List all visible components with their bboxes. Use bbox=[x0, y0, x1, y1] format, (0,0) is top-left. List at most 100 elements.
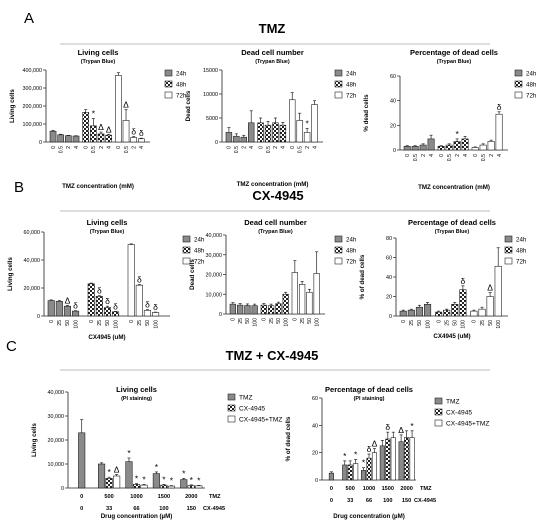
panel-c-title: TMZ + CX-4945 bbox=[226, 348, 319, 363]
x-tick-label: 4 bbox=[281, 146, 287, 149]
x-tick-label: 2 bbox=[242, 146, 248, 149]
bar bbox=[403, 146, 411, 151]
bar bbox=[180, 479, 188, 489]
y-tick-label: 400,000 bbox=[23, 68, 43, 74]
bar bbox=[195, 485, 203, 489]
x-tick-label: 25 bbox=[57, 320, 63, 326]
bar bbox=[105, 478, 113, 489]
x-tick-label: 33 bbox=[106, 506, 112, 512]
x-tick-label: 0 bbox=[330, 486, 333, 492]
legend-label: 72h bbox=[194, 259, 205, 266]
x-tick-label: 4 bbox=[429, 154, 435, 157]
bar bbox=[260, 304, 267, 315]
y-tick-label: 30,000 bbox=[206, 253, 223, 259]
legend-swatch bbox=[334, 235, 343, 243]
x-tick-label: 25 bbox=[137, 320, 143, 326]
x-tick-label: 100 bbox=[383, 498, 392, 504]
x-tick-label: 25 bbox=[97, 320, 103, 326]
bar bbox=[298, 284, 306, 315]
x-tick-label: 0 bbox=[129, 320, 135, 323]
y-tick-label: 300,000 bbox=[23, 86, 43, 92]
legend-label: 48h bbox=[516, 248, 527, 255]
legend-label: 48h bbox=[526, 82, 537, 89]
bar bbox=[140, 484, 148, 489]
x-tick-label: 100 bbox=[425, 320, 431, 329]
y-tick-label: 15000 bbox=[203, 68, 218, 74]
panel-b-title: CX-4945 bbox=[252, 188, 303, 203]
x-tick-label: 50 bbox=[453, 320, 459, 326]
bar bbox=[267, 305, 275, 315]
bar bbox=[264, 124, 272, 143]
x-tick-label: 4 bbox=[249, 146, 255, 149]
chart-a2: 0 5000 10000 15000 Dead cell number (Trypan B… bbox=[185, 48, 357, 188]
chart-subtitle: (Trypan Blue) bbox=[90, 229, 125, 235]
y-tick-label: 30,000 bbox=[48, 414, 65, 420]
chart-subtitle: (Trypan Blue) bbox=[255, 59, 290, 65]
y-tick-label: 20,000 bbox=[48, 438, 65, 444]
bar bbox=[98, 463, 106, 489]
x-tick-label: 0.5 bbox=[124, 146, 130, 153]
x-tick-label: 4 bbox=[497, 154, 503, 157]
bar bbox=[275, 303, 282, 315]
x-tick-label: 25 bbox=[269, 318, 275, 324]
significance-mark: * bbox=[190, 475, 194, 485]
significance-mark: * bbox=[127, 448, 131, 458]
x-tick-label: 50 bbox=[65, 320, 71, 326]
bar bbox=[229, 303, 236, 315]
x-tick-label: 0.5 bbox=[413, 154, 419, 161]
x-tick-label: 100 bbox=[153, 320, 159, 329]
bar bbox=[398, 441, 404, 481]
bar bbox=[143, 310, 151, 317]
x-tick-label: 0 bbox=[227, 146, 233, 149]
row-label: CX-4945 bbox=[203, 506, 225, 512]
x-axis-label: Drug concentration (µM) bbox=[333, 513, 405, 520]
x-tick-label: 0 bbox=[439, 154, 445, 157]
bar bbox=[486, 296, 494, 317]
legend-swatch bbox=[164, 80, 173, 88]
bar bbox=[366, 457, 372, 481]
x-tick-label: 100 bbox=[159, 506, 168, 512]
chart-title: Living cells bbox=[78, 48, 119, 57]
x-tick-label: 0.5 bbox=[297, 146, 303, 153]
charts-layer: 0 100,000 200,000 300,000 400,000 Living cell… bbox=[7, 48, 537, 520]
bar bbox=[471, 147, 479, 151]
y-tick-label: 0 bbox=[219, 312, 222, 318]
significance-mark: * bbox=[410, 421, 414, 431]
chart-c2: 0 20 40 60 Percentage of dead cells (PI stain… bbox=[285, 385, 489, 520]
x-tick-label: 150 bbox=[187, 506, 196, 512]
x-tick-label: 0 bbox=[231, 318, 237, 321]
significance-mark: δ bbox=[113, 301, 118, 311]
significance-mark: δ bbox=[105, 296, 110, 306]
significance-mark: δ bbox=[97, 286, 102, 296]
legend-label: 24h bbox=[526, 71, 537, 78]
bar bbox=[233, 135, 240, 143]
bar bbox=[445, 144, 453, 151]
y-tick-label: 60 bbox=[386, 256, 392, 262]
significance-mark: * bbox=[170, 476, 174, 486]
y-tick-label: 40,000 bbox=[48, 390, 65, 396]
bar bbox=[353, 463, 359, 481]
x-tick-label: 0 bbox=[262, 318, 268, 321]
bar bbox=[423, 303, 432, 317]
bar bbox=[240, 136, 248, 143]
panel-c-letter: C bbox=[6, 338, 17, 355]
x-tick-label: 2000 bbox=[400, 486, 412, 492]
x-tick-label: 100 bbox=[283, 318, 289, 327]
x-axis-label: CX4945 (uM) bbox=[88, 334, 125, 341]
bar bbox=[248, 122, 255, 143]
y-tick-label: 20,000 bbox=[206, 273, 223, 279]
significance-mark: * bbox=[182, 468, 186, 478]
bar bbox=[443, 309, 451, 317]
bar bbox=[236, 304, 244, 315]
legend-swatch bbox=[434, 408, 443, 416]
bar bbox=[152, 473, 160, 489]
chart-b3: 0 20 40 60 80 Percentage of dead cells (Trypan… bbox=[359, 218, 527, 340]
significance-mark: * bbox=[305, 119, 309, 129]
x-tick-label: 2000 bbox=[185, 494, 197, 500]
y-tick-label: 0 bbox=[61, 486, 64, 492]
x-tick-label: 2 bbox=[489, 154, 495, 157]
legend-swatch bbox=[434, 419, 443, 427]
x-tick-label: 150 bbox=[402, 498, 411, 504]
bar bbox=[122, 120, 130, 143]
